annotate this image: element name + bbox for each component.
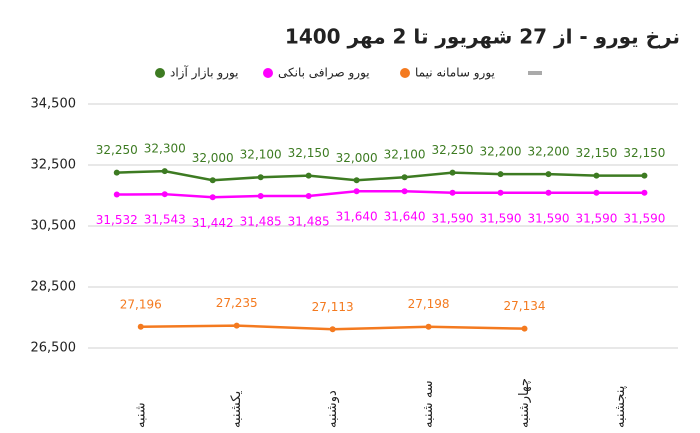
- data-point: [545, 189, 552, 196]
- data-label: 31,640: [336, 210, 378, 224]
- data-point: [593, 172, 600, 179]
- data-point: [353, 188, 360, 195]
- y-tick-label: 26,500: [31, 341, 77, 356]
- data-label: 32,200: [480, 145, 522, 159]
- data-point: [161, 168, 168, 175]
- data-label: 31,532: [96, 213, 138, 227]
- data-point: [449, 189, 456, 196]
- data-label: 31,485: [288, 214, 330, 228]
- data-label: 32,100: [384, 148, 426, 162]
- x-tick-label: شنبه: [133, 402, 148, 428]
- x-tick-label: دوشنبه: [325, 390, 340, 428]
- y-tick-label: 28,500: [31, 280, 77, 295]
- y-tick-label: 34,500: [31, 97, 77, 112]
- legend-label: یورو صرافی بانکی: [278, 66, 370, 81]
- legend-marker: [400, 68, 410, 78]
- data-label: 32,000: [336, 151, 378, 165]
- data-point: [329, 326, 336, 333]
- data-label: 31,590: [432, 211, 474, 225]
- data-label: 32,200: [527, 145, 569, 159]
- data-point: [161, 191, 168, 198]
- data-label: 27,113: [312, 300, 354, 314]
- data-point: [257, 174, 264, 181]
- data-label: 27,235: [216, 296, 258, 310]
- data-label: 27,196: [120, 297, 162, 311]
- data-point: [209, 177, 216, 184]
- data-point: [353, 177, 360, 184]
- data-label: 32,250: [432, 143, 474, 157]
- data-label: 32,150: [288, 146, 330, 160]
- data-point: [209, 194, 216, 201]
- x-tick-label: پنجشنبه: [613, 385, 628, 428]
- data-point: [257, 192, 264, 199]
- data-label: 32,000: [192, 151, 234, 165]
- x-tick-label: چهارشنبه: [517, 378, 532, 428]
- data-label: 31,590: [575, 211, 617, 225]
- data-label: 31,640: [384, 210, 426, 224]
- x-tick-label: سه شنبه: [421, 380, 436, 428]
- data-point: [449, 169, 456, 176]
- data-label: 31,485: [240, 214, 282, 228]
- series-line: [116, 169, 645, 182]
- data-point: [497, 171, 504, 178]
- data-point: [401, 174, 408, 181]
- data-point: [641, 189, 648, 196]
- data-point: [113, 191, 120, 198]
- data-label: 32,250: [96, 143, 138, 157]
- data-label: 32,100: [240, 148, 282, 162]
- data-label: 32,150: [575, 146, 617, 160]
- legend-label: یورو بازار آزاد: [170, 65, 238, 81]
- y-tick-label: 32,500: [31, 158, 77, 173]
- chart-title: نرخ یورو - از 27 شهریور تا 2 مهر 1400: [285, 25, 680, 49]
- data-label: 32,300: [144, 142, 186, 156]
- legend-marker: [263, 68, 273, 78]
- series-line: [116, 189, 645, 199]
- data-point: [401, 188, 408, 195]
- x-tick-label: یکشنبه: [229, 390, 244, 428]
- data-label: 27,198: [408, 297, 450, 311]
- data-label: 27,134: [504, 299, 546, 313]
- data-label: 31,590: [480, 211, 522, 225]
- data-point: [545, 171, 552, 178]
- y-tick-label: 30,500: [31, 219, 77, 234]
- legend-marker: [155, 68, 165, 78]
- data-point: [305, 172, 312, 179]
- data-point: [137, 323, 144, 330]
- data-label: 31,590: [527, 211, 569, 225]
- data-point: [521, 325, 528, 332]
- data-point: [305, 192, 312, 199]
- data-point: [497, 189, 504, 196]
- data-label: 31,590: [623, 211, 665, 225]
- data-point: [641, 172, 648, 179]
- legend-label: یورو سامانه نیما: [415, 66, 495, 81]
- data-label: 31,543: [144, 213, 186, 227]
- data-point: [233, 322, 240, 329]
- data-point: [425, 323, 432, 330]
- data-point: [113, 169, 120, 176]
- data-label: 32,150: [623, 146, 665, 160]
- data-label: 31,442: [192, 216, 234, 230]
- data-point: [593, 189, 600, 196]
